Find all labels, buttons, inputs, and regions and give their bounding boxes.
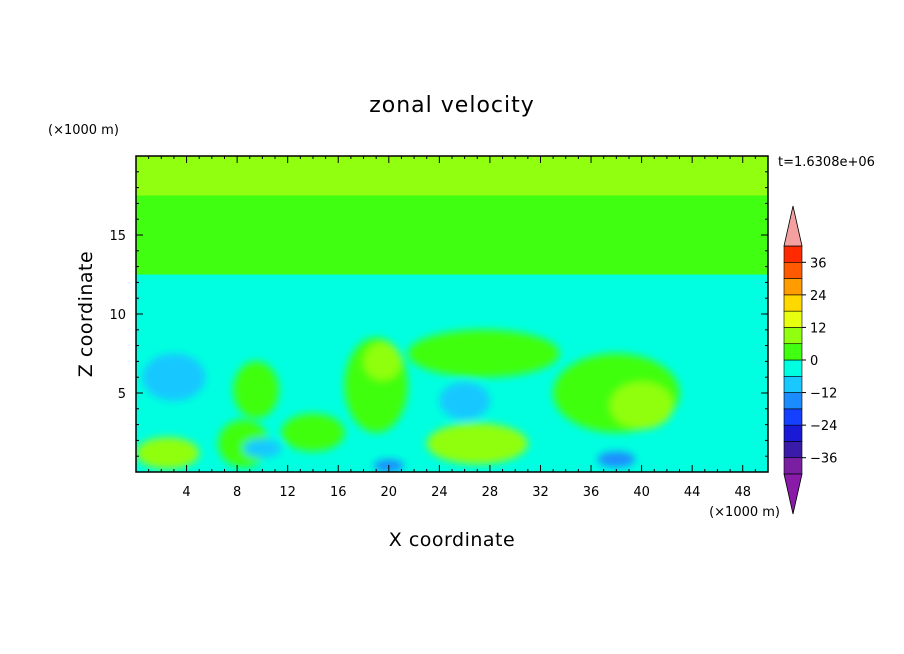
colorbar-swatch xyxy=(783,278,803,296)
x-tick-label: 44 xyxy=(684,485,701,500)
field-band xyxy=(136,195,768,235)
colorbar-swatch xyxy=(783,310,803,328)
y-tick-label: 5 xyxy=(118,387,126,402)
x-tick-label: 12 xyxy=(279,485,296,500)
field-band xyxy=(136,235,768,275)
field-blob xyxy=(233,361,279,419)
colorbar-tick-label: 36 xyxy=(810,256,827,271)
y-axis-ticks: 5 10 15 xyxy=(109,171,768,457)
field-blob xyxy=(243,438,282,458)
colorbar-swatch xyxy=(783,408,803,426)
field-blob xyxy=(136,437,200,469)
colorbar-tick-label: 24 xyxy=(810,289,827,304)
colorbar-tick-label: −12 xyxy=(810,387,837,402)
x-tick-label: 32 xyxy=(532,485,549,500)
field-blob xyxy=(597,451,636,468)
x-axis-ticks: 4 8 12 16 20 24 28 32 36 40 44 48 xyxy=(148,156,756,500)
colorbar: −36 −24 −12 0 12 24 36 xyxy=(783,205,837,515)
contour-field xyxy=(136,156,768,472)
chart-title: zonal velocity xyxy=(369,93,535,118)
colorbar-swatch xyxy=(783,359,803,377)
x-tick-label: 24 xyxy=(431,485,448,500)
x-tick-label: 4 xyxy=(182,485,190,500)
colorbar-swatch xyxy=(783,294,803,312)
x-unit-label: (×1000 m) xyxy=(709,505,780,520)
colorbar-swatch xyxy=(783,457,803,475)
field-blob xyxy=(426,423,528,465)
x-tick-label: 8 xyxy=(233,485,241,500)
y-tick-label: 15 xyxy=(109,229,126,244)
colorbar-tick-label: −24 xyxy=(810,419,837,434)
colorbar-swatch xyxy=(783,441,803,459)
colorbar-tick-label: 0 xyxy=(810,354,818,369)
x-tick-label: 40 xyxy=(633,485,650,500)
y-tick-label: 10 xyxy=(109,308,126,323)
x-axis-label: X coordinate xyxy=(389,529,515,551)
colorbar-swatch xyxy=(783,392,803,410)
field-blob xyxy=(363,342,402,381)
colorbar-tick-label: −36 xyxy=(810,452,837,467)
x-tick-label: 48 xyxy=(734,485,751,500)
colorbar-swatch xyxy=(783,245,803,263)
x-tick-label: 36 xyxy=(583,485,600,500)
colorbar-swatch xyxy=(783,327,803,345)
field-blob xyxy=(439,381,490,420)
field-blob xyxy=(142,353,206,401)
field-blob xyxy=(407,329,560,378)
field-blob xyxy=(610,381,674,430)
x-tick-label: 28 xyxy=(482,485,499,500)
x-tick-label: 20 xyxy=(381,485,398,500)
field-blobs xyxy=(136,329,680,472)
y-unit-label: (×1000 m) xyxy=(48,123,119,138)
colorbar-swatch xyxy=(783,343,803,361)
field-band xyxy=(136,156,768,196)
field-blob xyxy=(281,413,345,452)
y-axis-label: Z coordinate xyxy=(75,251,97,377)
colorbar-swatch xyxy=(783,261,803,279)
colorbar-tick-label: 12 xyxy=(810,321,827,336)
colorbar-swatch xyxy=(783,375,803,393)
colorbar-over-triangle xyxy=(783,205,803,247)
colorbar-swatch xyxy=(783,424,803,442)
colorbar-under-triangle xyxy=(783,473,803,515)
x-tick-label: 16 xyxy=(330,485,347,500)
time-label: t=1.6308e+06 xyxy=(778,155,875,170)
